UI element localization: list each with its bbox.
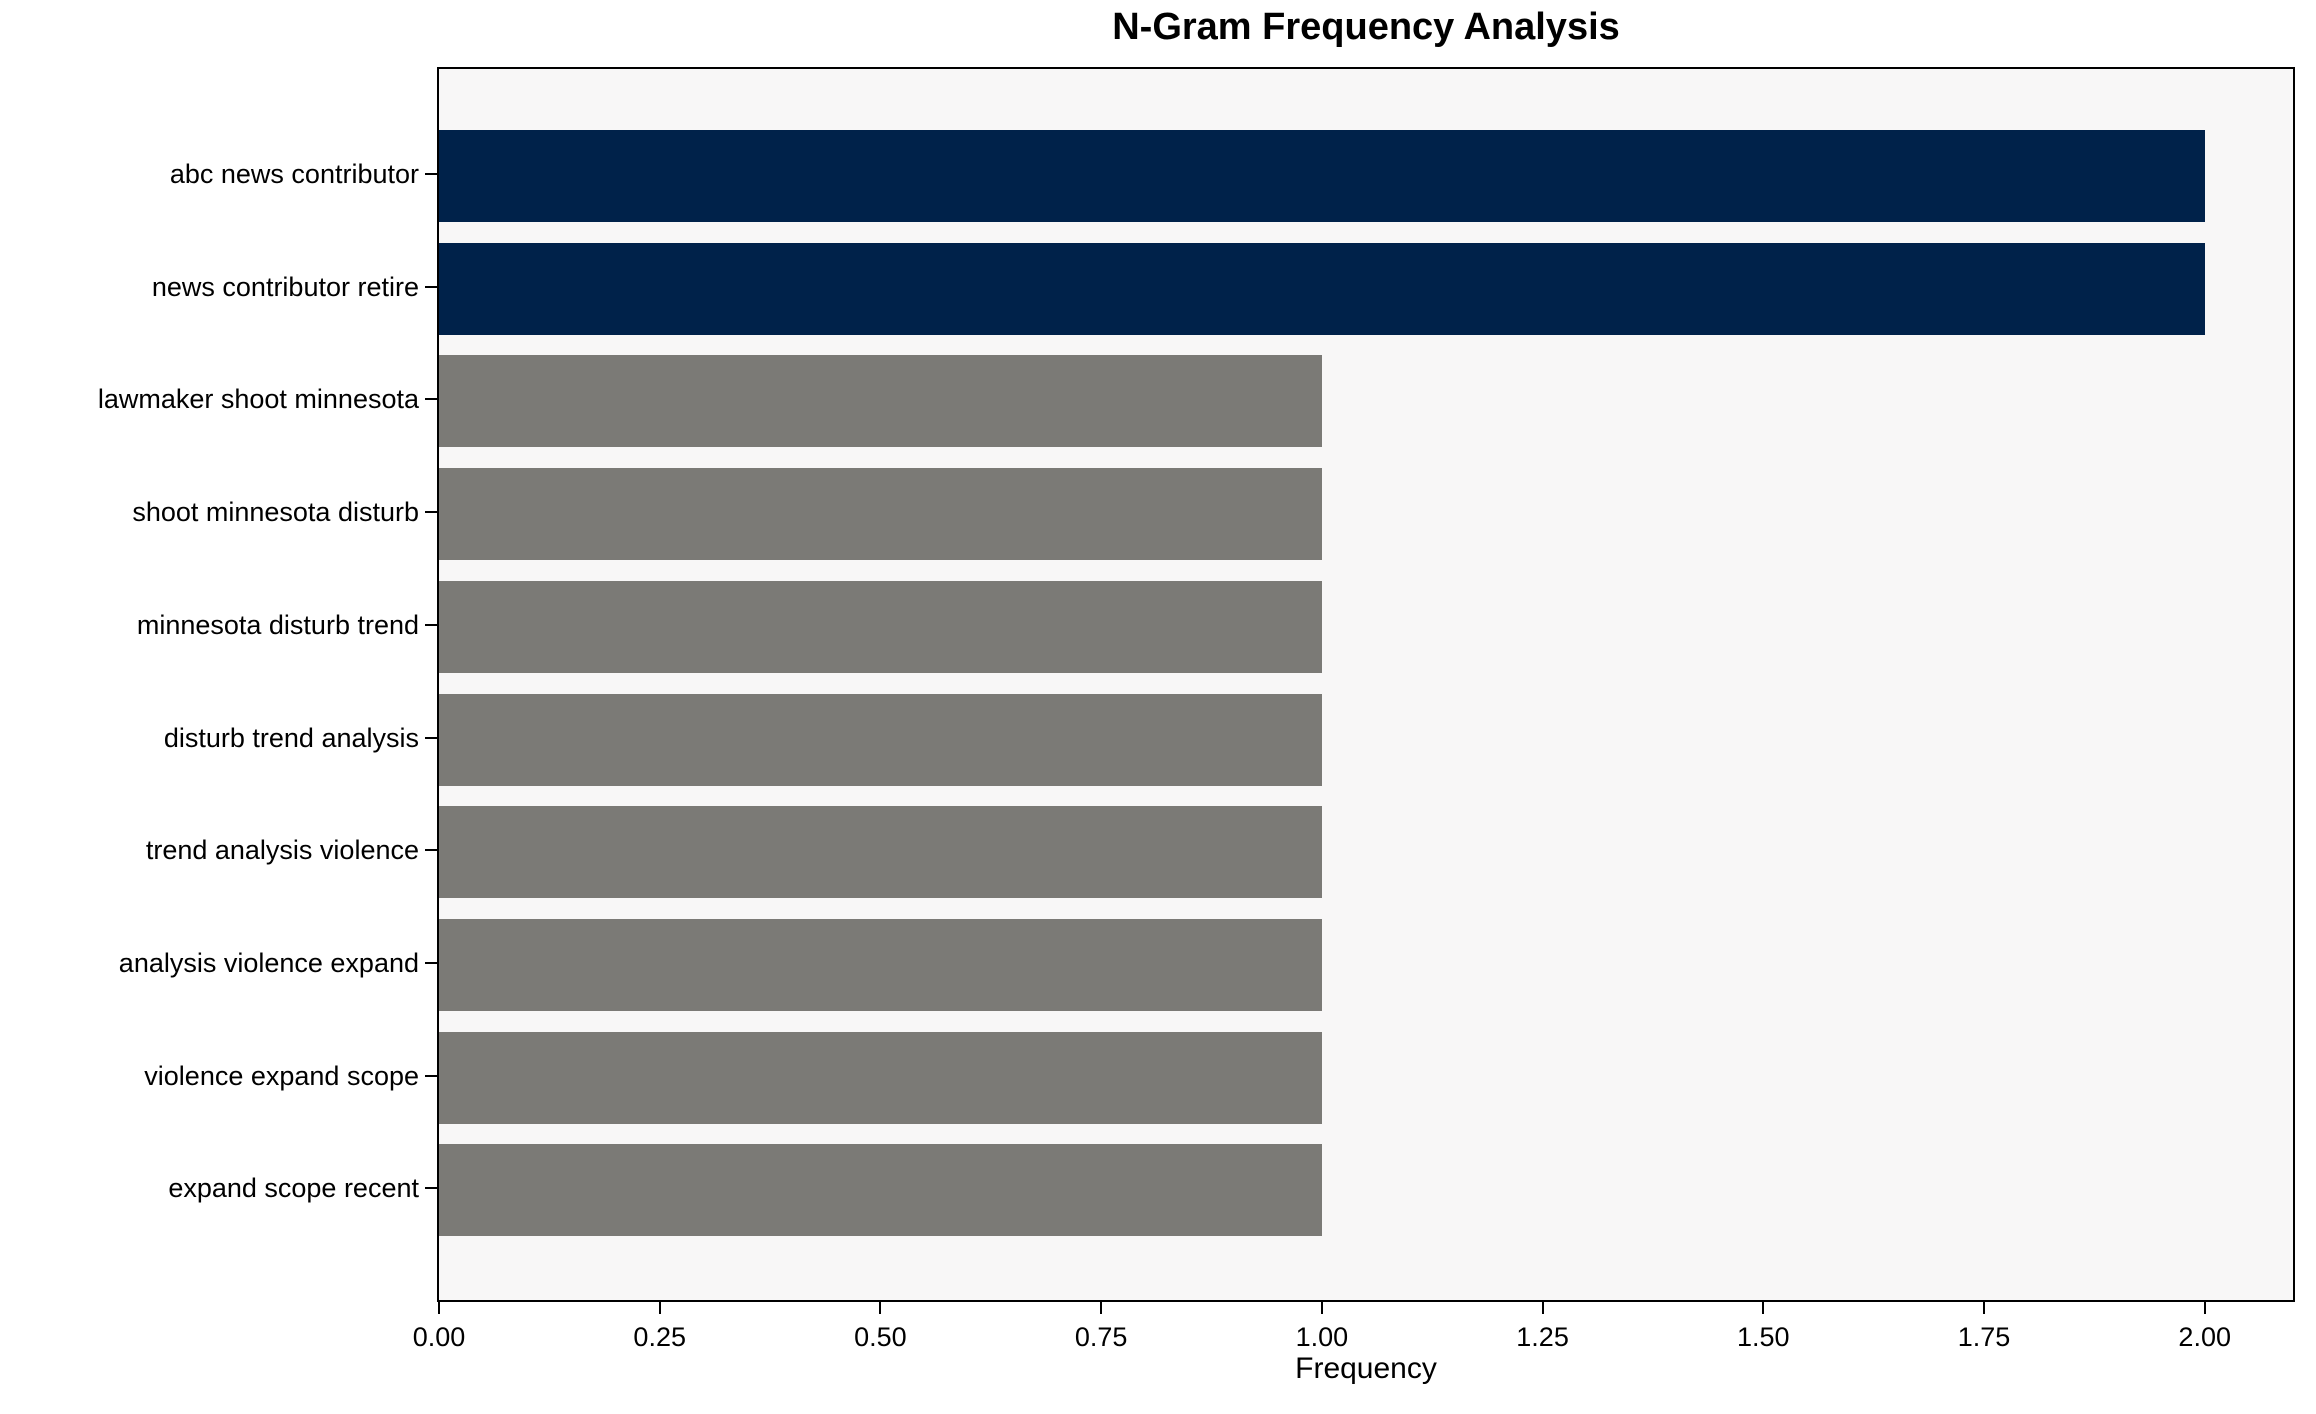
y-tick-label: disturb trend analysis xyxy=(163,722,419,753)
x-tick-label: 2.00 xyxy=(2178,1322,2231,1352)
x-tick-mark xyxy=(658,1302,661,1314)
x-axis-title: Frequency xyxy=(1295,1352,1437,1385)
y-tick-mark xyxy=(425,173,437,175)
bar-lawmaker-shoot-minnesota xyxy=(439,355,1322,448)
x-tick-mark xyxy=(879,1302,882,1314)
x-tick-label: 1.25 xyxy=(1516,1322,1569,1352)
x-tick-mark xyxy=(1320,1302,1323,1314)
y-tick-label: trend analysis violence xyxy=(145,835,419,866)
y-tick-mark xyxy=(425,511,437,514)
y-tick-mark xyxy=(425,961,437,964)
bar-disturb-trend-analysis xyxy=(439,693,1322,786)
y-tick-label: analysis violence expand xyxy=(118,947,419,978)
bars-layer xyxy=(439,69,2293,1300)
y-tick-label: minnesota disturb trend xyxy=(136,609,419,640)
bar-violence-expand-scope xyxy=(439,1031,1322,1124)
y-tick-label: expand scope recent xyxy=(168,1173,419,1204)
x-tick-label: 1.50 xyxy=(1737,1322,1790,1352)
y-tick-mark xyxy=(425,285,437,288)
bar-expand-scope-recent xyxy=(439,1144,1322,1237)
y-tick-mark xyxy=(425,1074,437,1077)
plot-area xyxy=(437,67,2295,1302)
x-tick-label: 0.75 xyxy=(1074,1322,1128,1352)
x-tick-mark xyxy=(1541,1302,1544,1314)
y-tick-mark xyxy=(425,736,437,739)
x-tick-label: 1.75 xyxy=(1957,1322,2011,1352)
y-tick-mark xyxy=(425,623,437,626)
y-tick-label: news contributor retire xyxy=(151,271,419,302)
y-tick-label: violence expand scope xyxy=(144,1060,419,1091)
x-tick-mark xyxy=(1762,1302,1765,1314)
bar-news-contributor-retire xyxy=(439,242,2205,335)
x-tick-mark xyxy=(1983,1302,1985,1314)
x-tick-label: 1.00 xyxy=(1295,1322,1349,1352)
x-tick-mark xyxy=(438,1302,440,1314)
bar-abc-news-contributor xyxy=(439,130,2205,222)
y-tick-mark xyxy=(425,398,437,401)
x-tick-label: 0.00 xyxy=(412,1322,466,1352)
bar-minnesota-disturb-trend xyxy=(439,580,1322,673)
y-tick-mark xyxy=(425,849,437,852)
x-tick-mark xyxy=(1100,1302,1103,1314)
x-tick-label: 0.25 xyxy=(633,1322,686,1352)
y-tick-mark xyxy=(425,1187,437,1190)
y-tick-label: abc news contributor xyxy=(169,159,419,189)
bar-analysis-violence-expand xyxy=(439,918,1322,1011)
y-tick-label: lawmaker shoot minnesota xyxy=(97,384,419,415)
chart-title: N-Gram Frequency Analysis xyxy=(1112,6,1620,48)
bar-shoot-minnesota-disturb xyxy=(439,468,1322,561)
x-tick-mark xyxy=(2203,1302,2206,1314)
y-tick-label: shoot minnesota disturb xyxy=(132,497,419,528)
bar-trend-analysis-violence xyxy=(439,806,1322,899)
x-tick-label: 0.50 xyxy=(854,1322,907,1352)
